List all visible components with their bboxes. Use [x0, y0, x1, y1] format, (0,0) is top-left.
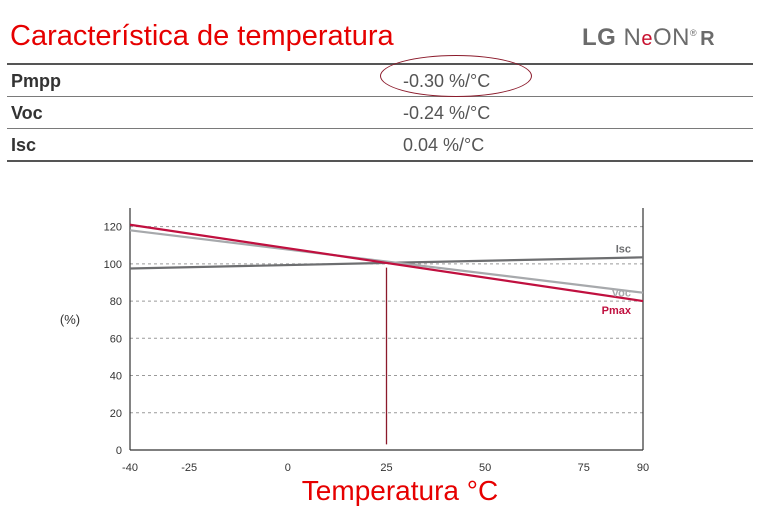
coef-value: -0.24 %/°C [403, 103, 491, 123]
series-label-voc: Voc [612, 288, 631, 300]
y-axis-label: (%) [60, 312, 80, 327]
y-tick-label: 0 [116, 445, 122, 457]
highlight-ellipse [380, 55, 532, 97]
series-line-voc [129, 229, 644, 294]
x-tick-label: -25 [181, 462, 197, 474]
x-axis-title: Temperatura °C [301, 475, 499, 506]
y-tick-label: 20 [110, 408, 122, 420]
page-title: Característica de temperatura [10, 20, 394, 52]
series-label-pmax: Pmax [602, 305, 632, 317]
brand-on: ON [652, 24, 690, 51]
x-tick-label: 50 [479, 462, 491, 474]
coef-name: Isc [11, 135, 37, 155]
x-tick-label: -40 [122, 462, 138, 474]
y-tick-label: 80 [110, 296, 122, 308]
x-tick-label: 25 [380, 462, 392, 474]
coef-name: Voc [11, 103, 43, 123]
brand-registered: ® [689, 28, 698, 38]
y-tick-label: 100 [104, 259, 122, 271]
brand-n: N [623, 24, 642, 51]
y-tick-label: 60 [110, 333, 122, 345]
brand-lg: LG [582, 24, 617, 51]
x-tick-label: 75 [578, 462, 590, 474]
x-tick-label: 0 [285, 462, 291, 474]
y-tick-label: 120 [104, 222, 122, 234]
coef-value: 0.04 %/°C [403, 135, 485, 155]
x-tick-label: 90 [637, 462, 649, 474]
series-label-isc: Isc [616, 243, 631, 255]
coef-name: Pmpp [11, 71, 62, 91]
series-line-pmax [129, 223, 644, 303]
y-tick-label: 40 [110, 371, 122, 383]
brand-r: R [700, 28, 716, 50]
brand-e: e [641, 28, 653, 50]
coef-row-voc: Voc -0.24 %/°C [7, 97, 753, 129]
brand-logo: LG NeON® R [582, 24, 715, 52]
coef-row-isc: Isc 0.04 %/°C [7, 129, 753, 162]
